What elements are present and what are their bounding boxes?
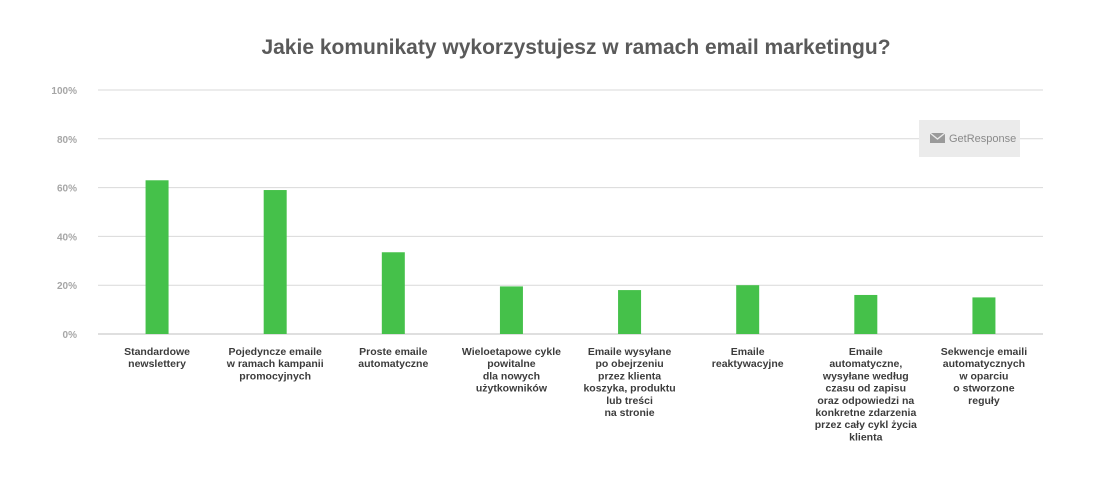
bar: [972, 297, 996, 334]
y-tick-label: 80%: [57, 135, 77, 146]
x-tick-label: Emaile automatyczne, wysyłane według czasu …: [815, 346, 917, 443]
y-tick-label: 100%: [51, 86, 77, 97]
bar: [854, 294, 878, 334]
envelope-icon: [929, 132, 946, 143]
y-tick-label: 60%: [57, 184, 77, 195]
gridlines: [98, 89, 1043, 335]
bar: [263, 190, 287, 334]
x-tick-label: Emaile wysyłane po obejrzeniu przez klient…: [583, 346, 675, 419]
brand-badge: GetResponse: [919, 120, 1020, 157]
y-tick-label: 0%: [63, 330, 78, 341]
x-tick-label: Proste emaile automatyczne: [358, 346, 428, 370]
bar: [145, 180, 169, 334]
x-axis-labels: Standardowe newslettery Pojedyncze emaile w…: [124, 346, 1027, 443]
x-tick-label: Pojedyncze emaile w ramach kampanii promoc…: [226, 346, 324, 382]
x-tick-label: Emaile reaktywacyjne: [712, 346, 784, 370]
chart-title: Jakie komunikaty wykorzystujesz w ramach…: [261, 36, 890, 59]
bar: [381, 252, 405, 334]
y-tick-label: 40%: [57, 232, 77, 243]
y-tick-label: 20%: [57, 281, 77, 292]
x-tick-label: Standardowe newslettery: [124, 346, 190, 370]
y-axis-ticks: 0% 20% 40% 60% 80% 100%: [51, 86, 77, 341]
bar: [499, 286, 523, 334]
x-tick-label: Sekwencje emaili automatycznych w oparciu o…: [941, 346, 1027, 407]
bar: [618, 290, 642, 334]
x-tick-label: Wieloetapowe cykle powitalne dla nowych uży…: [462, 346, 561, 395]
bars: [145, 180, 996, 334]
brand-name: GetResponse: [949, 133, 1016, 145]
bar: [736, 285, 760, 334]
